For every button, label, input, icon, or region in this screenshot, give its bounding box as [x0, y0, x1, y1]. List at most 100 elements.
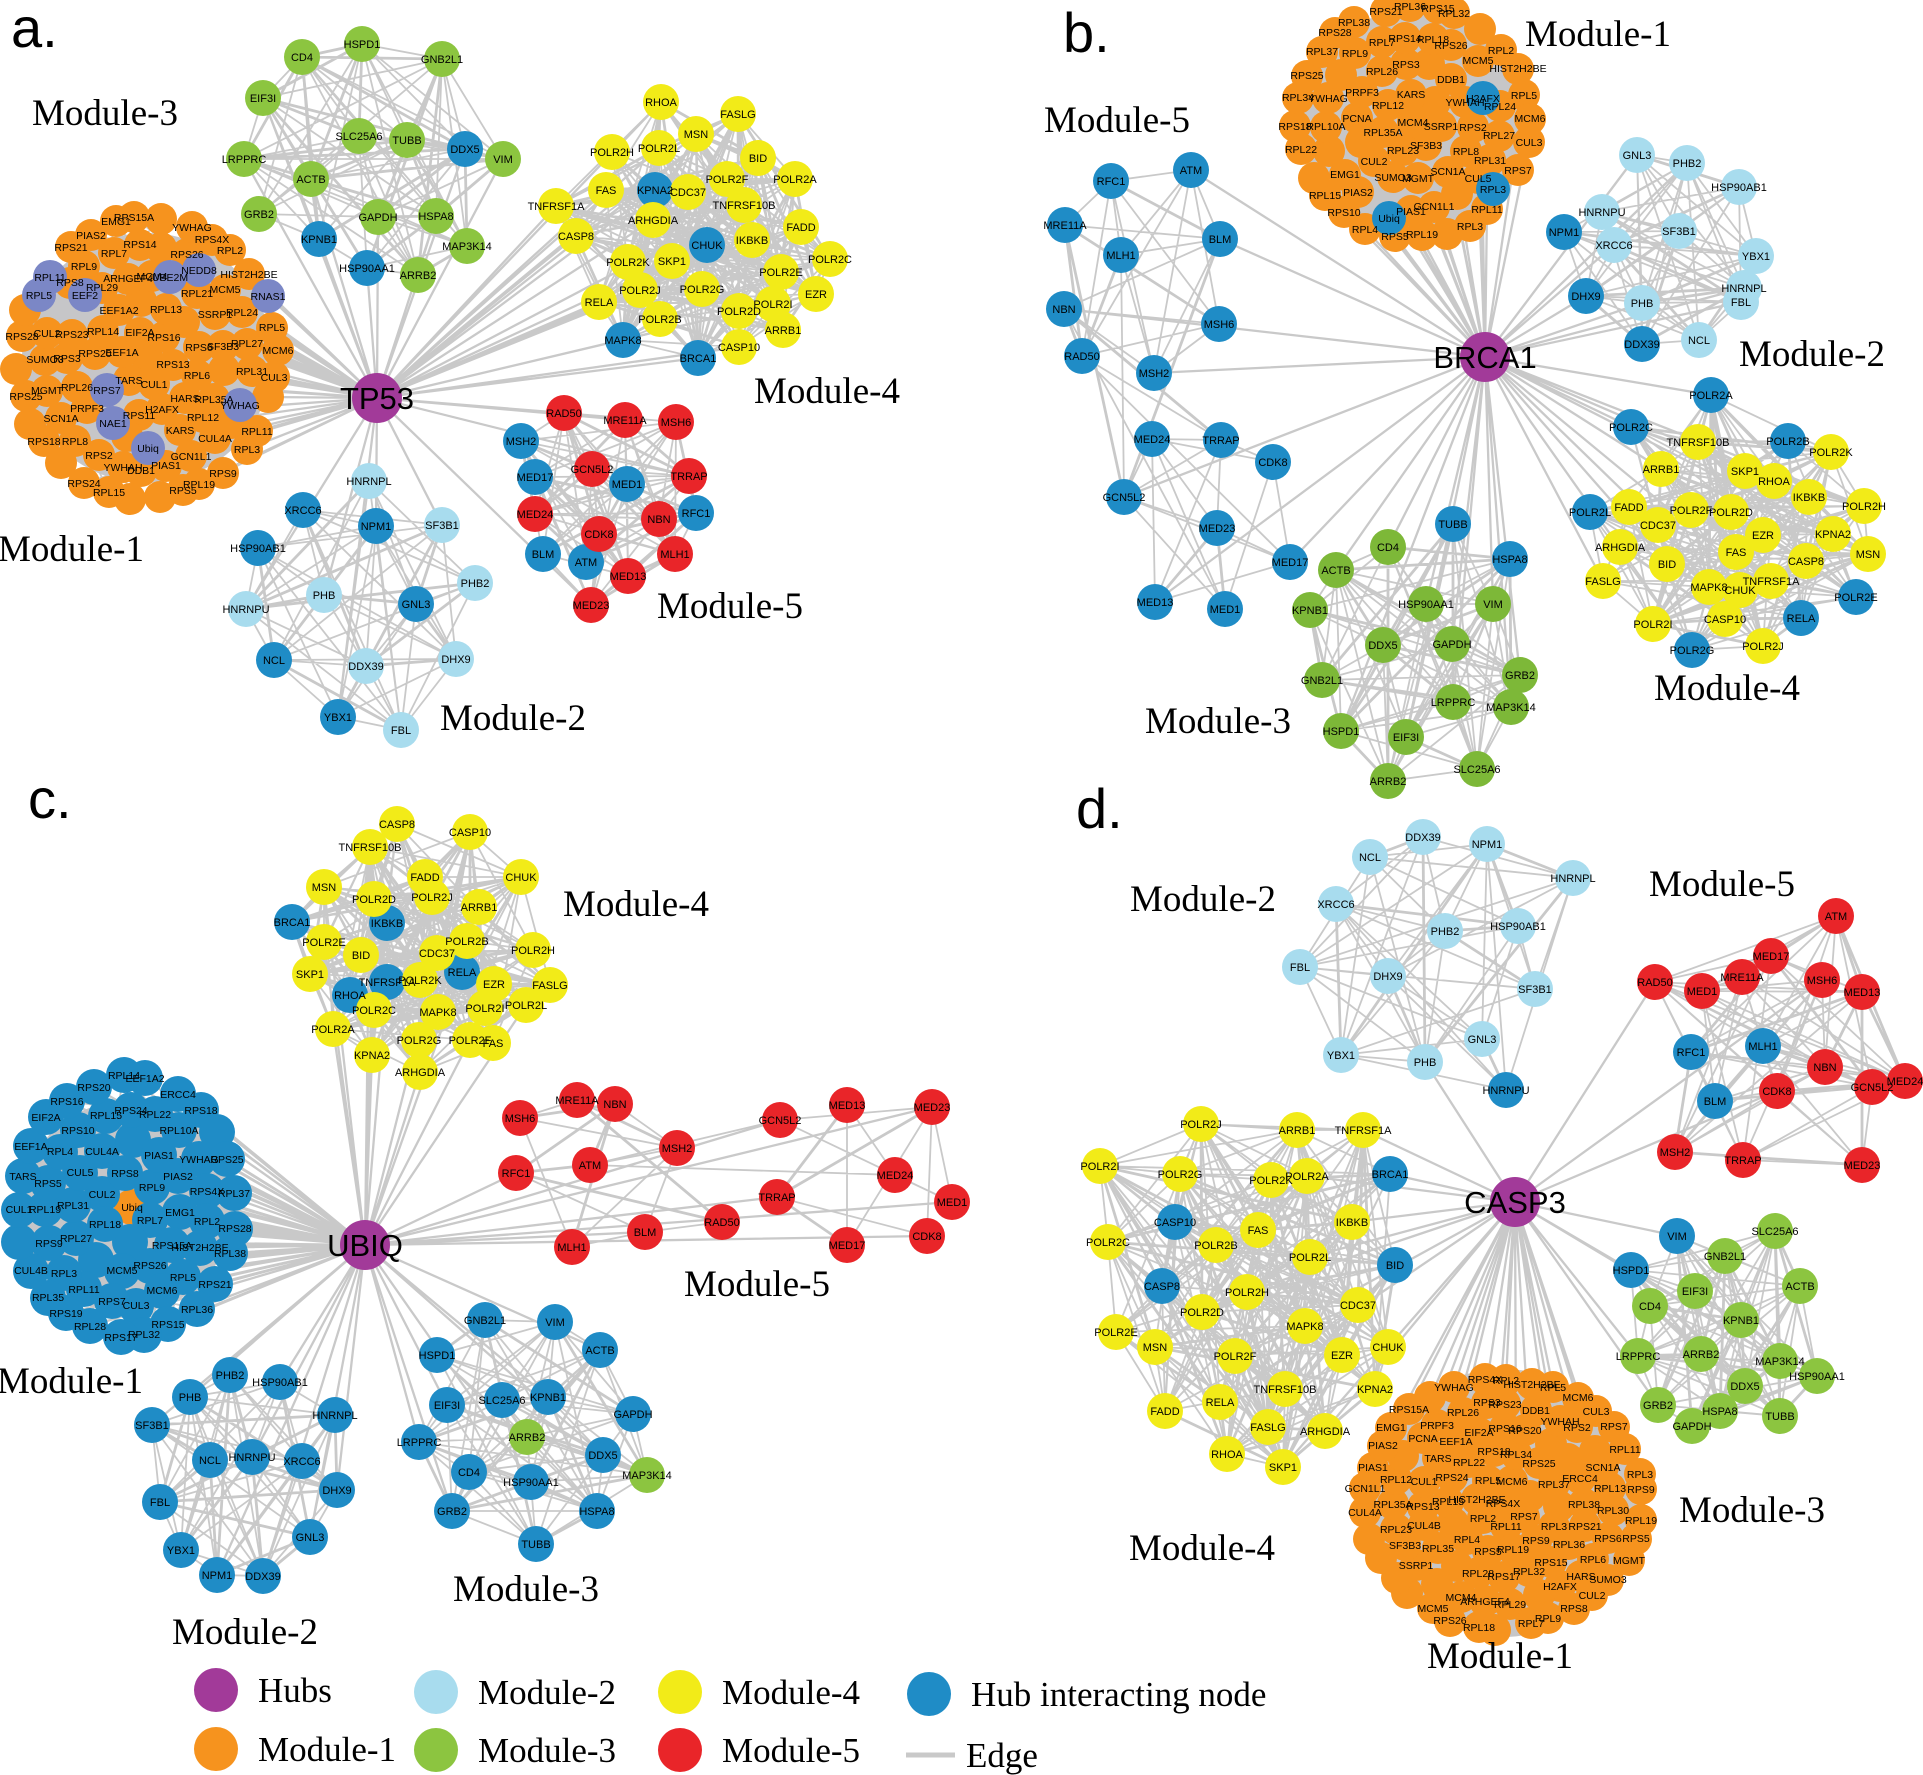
svg-text:MCM6: MCM6	[1515, 113, 1546, 125]
svg-text:CDK8: CDK8	[1258, 457, 1287, 469]
svg-text:HNRNPL: HNRNPL	[312, 1410, 357, 1422]
svg-text:EIF3I: EIF3I	[1682, 1286, 1708, 1298]
svg-text:TNFRSF10B: TNFRSF10B	[339, 842, 402, 854]
svg-text:ACTB: ACTB	[1785, 1281, 1814, 1293]
svg-text:RPL3: RPL3	[1627, 1469, 1653, 1481]
svg-text:RPL19: RPL19	[1625, 1515, 1657, 1527]
svg-text:MAP3K14: MAP3K14	[622, 1470, 672, 1482]
svg-text:TARS: TARS	[1424, 1453, 1451, 1465]
svg-text:TNFRSF10B: TNFRSF10B	[1667, 437, 1730, 449]
svg-text:POLR2B: POLR2B	[1766, 436, 1809, 448]
svg-text:FBL: FBL	[1290, 962, 1310, 974]
svg-text:CDC37: CDC37	[419, 948, 455, 960]
svg-text:KPNB1: KPNB1	[1292, 605, 1328, 617]
svg-text:RPL38: RPL38	[1338, 17, 1370, 29]
svg-text:RPL2: RPL2	[1493, 1375, 1519, 1387]
svg-text:CUL5: CUL5	[67, 1167, 94, 1179]
svg-text:MED24: MED24	[1134, 434, 1171, 446]
svg-text:RPS10: RPS10	[61, 1125, 94, 1137]
svg-text:RPL15: RPL15	[1309, 190, 1341, 202]
svg-text:GCN1L1: GCN1L1	[1414, 201, 1455, 213]
svg-text:Module-3: Module-3	[453, 1569, 599, 1610]
svg-text:H2AFX: H2AFX	[145, 404, 179, 416]
svg-text:MAPK8: MAPK8	[1690, 582, 1727, 594]
svg-text:Hubs: Hubs	[258, 1671, 332, 1710]
svg-text:RPS17: RPS17	[104, 1332, 137, 1344]
svg-text:RPL15: RPL15	[90, 1110, 122, 1122]
svg-text:RPL26: RPL26	[61, 382, 93, 394]
svg-text:VIM: VIM	[545, 1317, 565, 1329]
svg-text:HSP90AB1: HSP90AB1	[252, 1377, 308, 1389]
svg-text:CDC37: CDC37	[670, 187, 706, 199]
svg-text:DDB1: DDB1	[127, 465, 155, 477]
svg-text:CD4: CD4	[1639, 1301, 1661, 1313]
svg-text:TRRAP: TRRAP	[670, 471, 707, 483]
svg-text:MED24: MED24	[517, 509, 554, 521]
svg-text:TRRAP: TRRAP	[1724, 1155, 1761, 1167]
svg-text:FAS: FAS	[483, 1038, 504, 1050]
svg-text:POLR2B: POLR2B	[445, 936, 488, 948]
svg-text:BRCA1: BRCA1	[680, 353, 717, 365]
svg-text:POLR2F: POLR2F	[1214, 1351, 1257, 1363]
svg-text:Module-3: Module-3	[478, 1731, 616, 1770]
svg-text:NBN: NBN	[1813, 1062, 1836, 1074]
svg-text:EIF3I: EIF3I	[434, 1400, 460, 1412]
svg-text:CHUK: CHUK	[1372, 1342, 1404, 1354]
svg-text:RPS20: RPS20	[1508, 1425, 1541, 1437]
svg-text:MCM4: MCM4	[1398, 117, 1429, 129]
svg-text:Module-4: Module-4	[754, 371, 900, 412]
svg-text:RPL11: RPL11	[68, 1284, 99, 1296]
svg-text:KPNB1: KPNB1	[1723, 1315, 1759, 1327]
svg-text:RPS24: RPS24	[67, 478, 100, 490]
svg-text:HIST2H2BE: HIST2H2BE	[1448, 1494, 1505, 1506]
svg-text:IKBKB: IKBKB	[736, 235, 768, 247]
svg-text:TNFRSF10B: TNFRSF10B	[713, 200, 776, 212]
svg-text:UBIQ: UBIQ	[327, 1228, 403, 1263]
svg-text:GRB2: GRB2	[437, 1506, 467, 1518]
svg-text:RPS6: RPS6	[185, 342, 213, 354]
svg-text:Module-2: Module-2	[172, 1612, 318, 1653]
svg-text:PIAS1: PIAS1	[1396, 206, 1426, 218]
svg-text:RPS13: RPS13	[1406, 1501, 1439, 1513]
svg-text:RPS7: RPS7	[1600, 1421, 1628, 1433]
svg-text:ACTB: ACTB	[585, 1345, 614, 1357]
svg-text:RPS24: RPS24	[1435, 1472, 1468, 1484]
svg-text:IKBKB: IKBKB	[1793, 492, 1825, 504]
svg-text:PCNA: PCNA	[1408, 1433, 1437, 1445]
svg-text:PHB2: PHB2	[1431, 926, 1460, 938]
svg-text:Edge: Edge	[966, 1736, 1038, 1775]
svg-text:Ubiq: Ubiq	[137, 443, 159, 455]
svg-text:BID: BID	[352, 950, 370, 962]
svg-text:LRPPRC: LRPPRC	[1616, 1351, 1661, 1363]
svg-text:RPL38: RPL38	[214, 1248, 246, 1260]
svg-text:GAPDH: GAPDH	[1672, 1421, 1711, 1433]
svg-text:RPL27: RPL27	[60, 1233, 92, 1245]
svg-text:ATM: ATM	[575, 557, 597, 569]
svg-text:YBX1: YBX1	[167, 1545, 195, 1557]
svg-text:CDK8: CDK8	[1762, 1086, 1791, 1098]
svg-text:RPL5: RPL5	[26, 290, 52, 302]
svg-text:FAS: FAS	[1726, 547, 1747, 559]
svg-text:HSPA8: HSPA8	[418, 211, 453, 223]
svg-text:RPS9: RPS9	[35, 1238, 63, 1250]
svg-text:HSPA8: HSPA8	[579, 1506, 614, 1518]
svg-text:RPS2: RPS2	[1563, 1422, 1591, 1434]
svg-text:YBX1: YBX1	[1742, 251, 1770, 263]
svg-text:PCNA: PCNA	[1342, 113, 1371, 125]
svg-text:Module-1: Module-1	[1525, 14, 1671, 55]
svg-text:IKBKB: IKBKB	[371, 918, 403, 930]
svg-text:RPL7: RPL7	[1518, 1618, 1544, 1630]
svg-text:SF3B3: SF3B3	[1410, 140, 1442, 152]
svg-text:RPL27: RPL27	[1483, 130, 1515, 142]
svg-text:RPS4X: RPS4X	[195, 234, 229, 246]
svg-text:KPNA2: KPNA2	[354, 1050, 390, 1062]
svg-text:RPS16: RPS16	[147, 332, 180, 344]
svg-text:HARS: HARS	[1566, 1571, 1595, 1583]
svg-text:RPS14: RPS14	[123, 239, 156, 251]
svg-text:POLR2F: POLR2F	[449, 1035, 492, 1047]
svg-text:GRB2: GRB2	[244, 209, 274, 221]
svg-text:POLR2K: POLR2K	[398, 975, 442, 987]
svg-text:ARHGDIA: ARHGDIA	[628, 215, 679, 227]
svg-text:POLR2C: POLR2C	[352, 1005, 396, 1017]
svg-text:RPL8: RPL8	[1453, 146, 1479, 158]
